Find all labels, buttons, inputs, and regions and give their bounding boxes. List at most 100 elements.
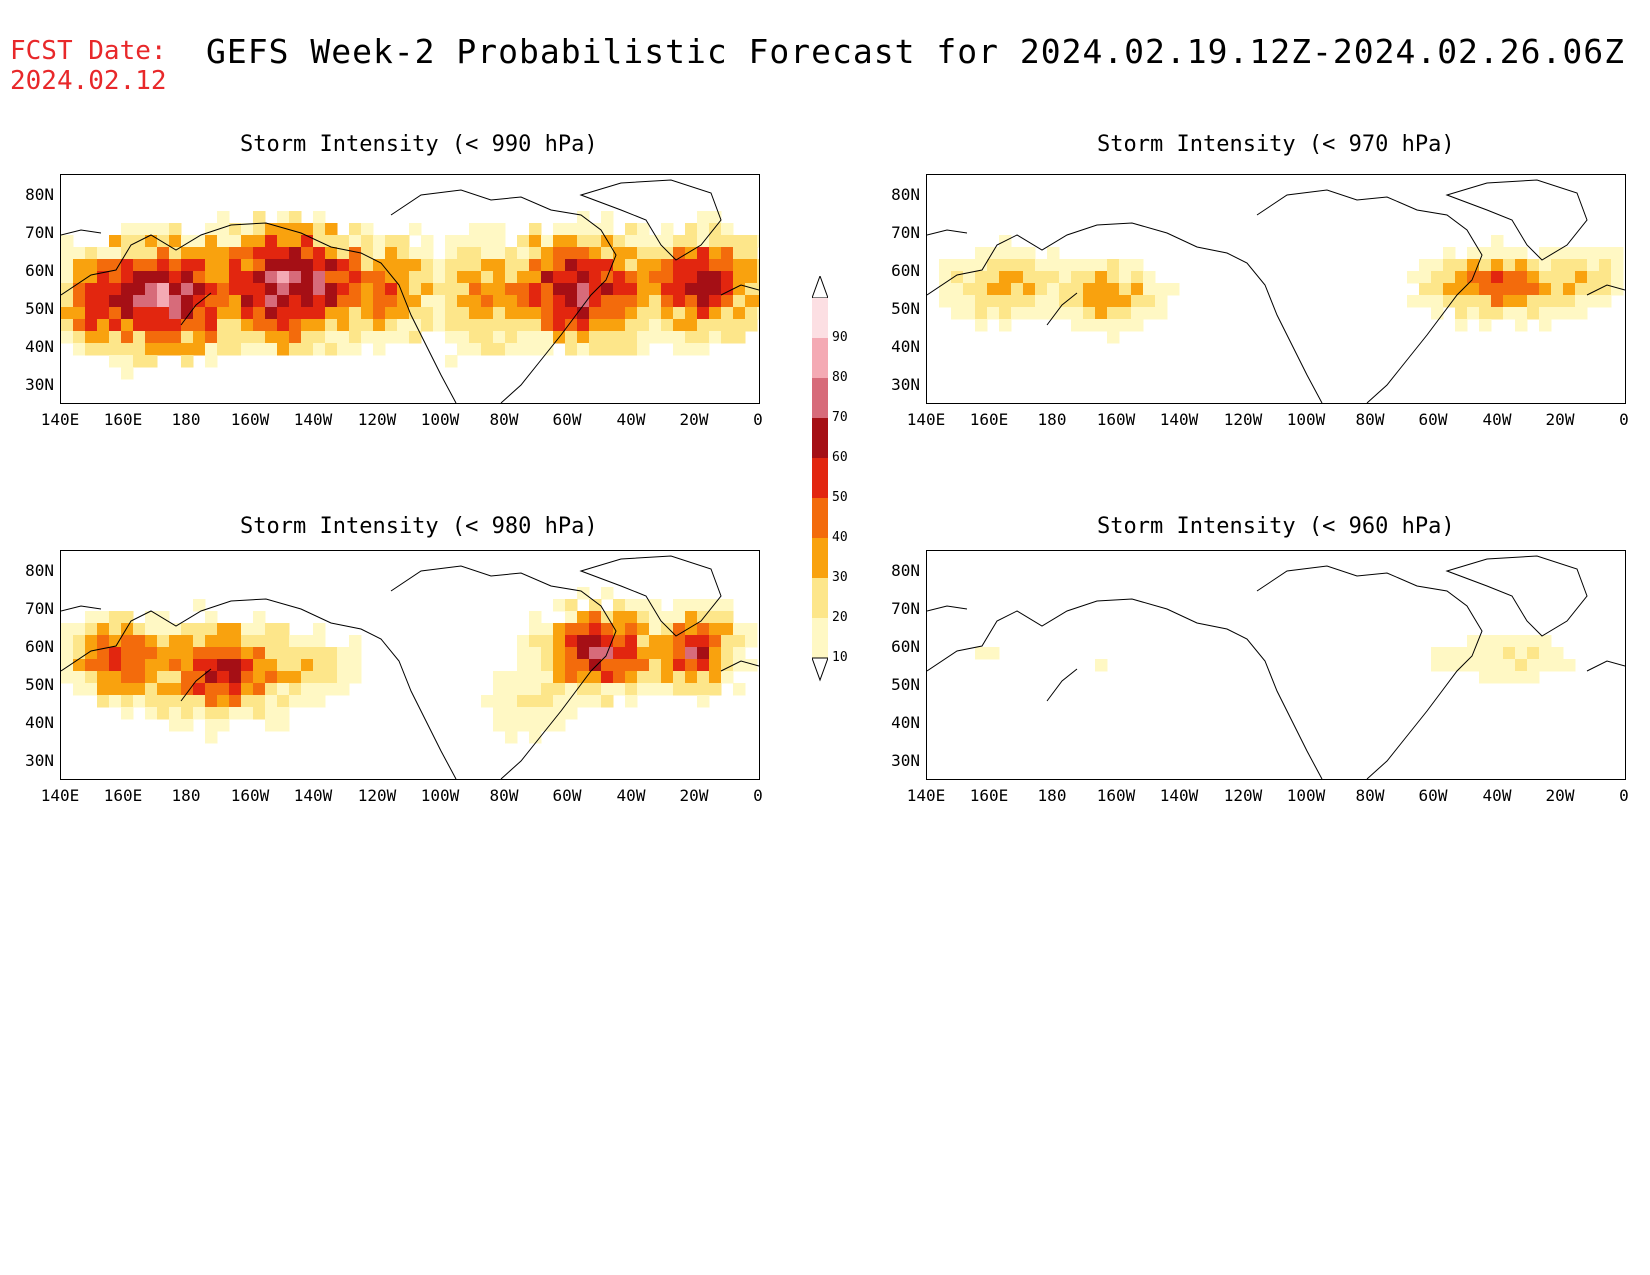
probability-cell bbox=[1455, 295, 1468, 308]
lon-tick-label: 160W bbox=[230, 786, 270, 805]
probability-cell bbox=[85, 247, 98, 260]
probability-cell bbox=[193, 707, 206, 720]
probability-cell bbox=[505, 731, 518, 744]
probability-cell bbox=[181, 295, 194, 308]
probability-cell bbox=[661, 259, 674, 272]
probability-cell bbox=[987, 307, 1000, 320]
probability-cell bbox=[445, 295, 458, 308]
probability-cell bbox=[1515, 647, 1528, 660]
probability-cell bbox=[553, 247, 566, 260]
probability-cell bbox=[1107, 319, 1120, 332]
probability-cell bbox=[1071, 283, 1084, 296]
probability-cell bbox=[1467, 295, 1480, 308]
coastline bbox=[927, 605, 968, 612]
probability-cell bbox=[205, 283, 218, 296]
coastline bbox=[579, 179, 722, 261]
probability-cell bbox=[757, 259, 759, 272]
probability-cell bbox=[577, 319, 590, 332]
probability-cell bbox=[1035, 307, 1048, 320]
probability-cell bbox=[289, 307, 302, 320]
probability-cell bbox=[1455, 659, 1468, 672]
probability-cell bbox=[697, 623, 710, 636]
probability-cell bbox=[169, 331, 182, 344]
probability-cell bbox=[1575, 295, 1588, 308]
probability-cell bbox=[709, 271, 722, 284]
probability-cell bbox=[613, 659, 626, 672]
probability-cell bbox=[193, 671, 206, 684]
probability-cell bbox=[685, 671, 698, 684]
probability-cell bbox=[673, 295, 686, 308]
probability-cell bbox=[385, 247, 398, 260]
probability-cell bbox=[205, 683, 218, 696]
probability-cell bbox=[85, 623, 98, 636]
coastline bbox=[927, 229, 968, 236]
probability-cell bbox=[289, 259, 302, 272]
probability-cell bbox=[433, 271, 446, 284]
probability-cell bbox=[253, 307, 266, 320]
probability-cell bbox=[553, 659, 566, 672]
coastline bbox=[1046, 292, 1078, 326]
probability-cell bbox=[577, 223, 590, 236]
probability-cell bbox=[169, 283, 182, 296]
probability-cell bbox=[205, 295, 218, 308]
probability-cell bbox=[963, 295, 976, 308]
probability-cell bbox=[85, 259, 98, 272]
probability-cell bbox=[409, 319, 422, 332]
probability-cell bbox=[1491, 247, 1504, 260]
probability-cell bbox=[625, 259, 638, 272]
probability-cell bbox=[661, 683, 674, 696]
probability-cell bbox=[649, 271, 662, 284]
probability-cell bbox=[757, 235, 759, 248]
probability-cell bbox=[1503, 647, 1516, 660]
probability-cell bbox=[745, 659, 758, 672]
probability-cell bbox=[85, 283, 98, 296]
probability-cell bbox=[601, 211, 614, 224]
probability-cell bbox=[1431, 659, 1444, 672]
probability-cell bbox=[253, 223, 266, 236]
probability-cell bbox=[517, 647, 530, 660]
probability-cell bbox=[241, 659, 254, 672]
probability-cell bbox=[517, 671, 530, 684]
probability-cell bbox=[589, 695, 602, 708]
probability-cell bbox=[625, 247, 638, 260]
colorbar-level-label: 70 bbox=[832, 410, 848, 425]
probability-cell bbox=[1539, 635, 1552, 648]
probability-cell bbox=[1443, 259, 1456, 272]
probability-cell bbox=[277, 307, 290, 320]
probability-cell bbox=[697, 695, 710, 708]
probability-cell bbox=[1107, 307, 1120, 320]
probability-cell bbox=[1443, 295, 1456, 308]
probability-cell bbox=[205, 247, 218, 260]
probability-cell bbox=[1071, 295, 1084, 308]
probability-cell bbox=[349, 247, 362, 260]
probability-cell bbox=[157, 623, 170, 636]
probability-cell bbox=[673, 271, 686, 284]
probability-cell bbox=[1047, 295, 1060, 308]
probability-cell bbox=[445, 259, 458, 272]
probability-cell bbox=[181, 659, 194, 672]
probability-cell bbox=[493, 307, 506, 320]
probability-cell bbox=[987, 295, 1000, 308]
probability-cell bbox=[229, 707, 242, 720]
probability-cell bbox=[939, 271, 952, 284]
probability-cell bbox=[661, 295, 674, 308]
probability-cell bbox=[289, 659, 302, 672]
probability-cell bbox=[121, 331, 134, 344]
lon-tick-label: 0 bbox=[753, 410, 763, 429]
probability-cell bbox=[661, 635, 674, 648]
probability-cell bbox=[97, 635, 110, 648]
probability-cell bbox=[109, 355, 122, 368]
probability-cell bbox=[181, 307, 194, 320]
probability-cell bbox=[205, 319, 218, 332]
probability-cell bbox=[1095, 271, 1108, 284]
lon-tick-label: 100W bbox=[420, 410, 460, 429]
probability-cell bbox=[229, 647, 242, 660]
probability-cell bbox=[963, 271, 976, 284]
probability-cell bbox=[265, 647, 278, 660]
probability-cell bbox=[577, 671, 590, 684]
probability-cell bbox=[685, 319, 698, 332]
probability-cell bbox=[97, 343, 110, 356]
probability-cell bbox=[1407, 271, 1420, 284]
probability-cell bbox=[109, 671, 122, 684]
probability-cell bbox=[493, 247, 506, 260]
